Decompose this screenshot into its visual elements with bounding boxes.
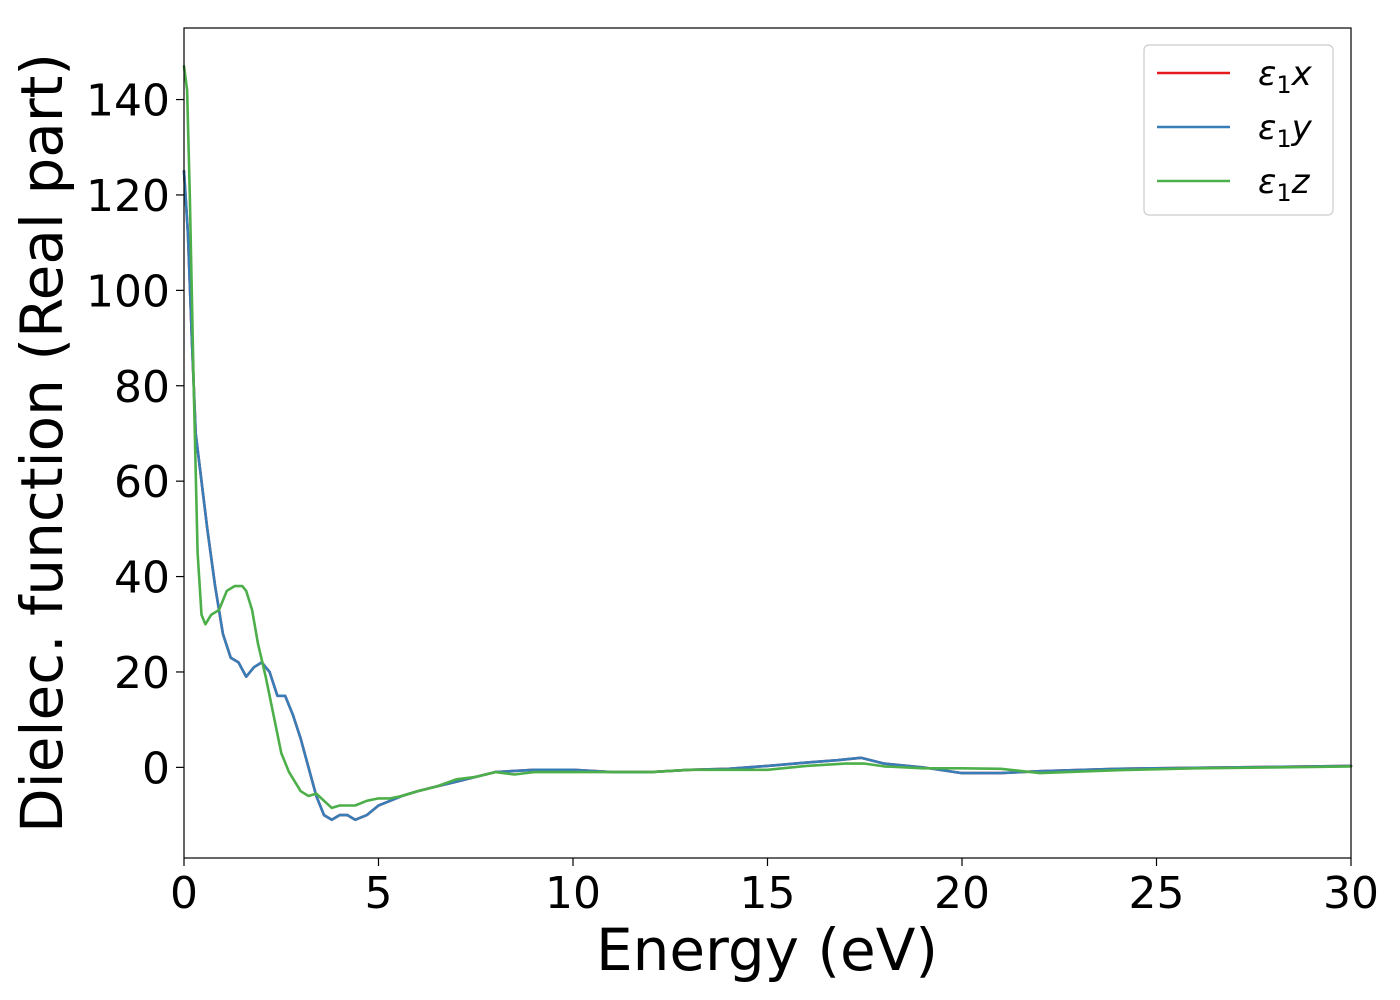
y-tick-label: 100: [86, 266, 170, 317]
x-tick-label: 0: [170, 868, 198, 919]
y-tick-label: 20: [114, 648, 170, 699]
legend-symbol: ε: [1258, 162, 1276, 202]
x-axis-label: Energy (eV): [596, 916, 938, 984]
legend-label: ε1y: [1258, 108, 1313, 153]
legend-label: ε1z: [1258, 162, 1311, 207]
legend-subscript: 1: [1276, 125, 1291, 153]
y-tick-label: 60: [114, 457, 170, 508]
x-tick-label: 25: [1129, 868, 1185, 919]
x-tick-label: 15: [740, 868, 796, 919]
legend-symbol: ε: [1258, 54, 1276, 94]
y-axis-label: Dielec. function (Real part): [8, 53, 76, 833]
x-tick-label: 30: [1323, 868, 1379, 919]
legend-label: ε1x: [1258, 54, 1313, 99]
legend-suffix: y: [1291, 108, 1313, 148]
legend-symbol: ε: [1258, 108, 1276, 148]
legend-suffix: x: [1291, 54, 1313, 94]
y-tick-label: 140: [86, 76, 170, 127]
x-axis: 0 5 10 15 20 25 30: [170, 858, 1379, 919]
series-line-1: [182, 169, 1353, 822]
legend-suffix: z: [1291, 162, 1311, 202]
series-line-2: [182, 64, 1353, 810]
y-tick-label: 0: [142, 743, 170, 794]
y-tick-label: 120: [86, 171, 170, 222]
x-tick-label: 10: [545, 868, 601, 919]
legend-subscript: 1: [1276, 179, 1291, 207]
series-layer: [182, 64, 1353, 822]
y-axis: 0 20 40 60 80 100 120 140: [86, 76, 184, 794]
x-tick-label: 5: [365, 868, 393, 919]
legend-subscript: 1: [1276, 71, 1291, 99]
y-tick-label: 80: [114, 362, 170, 413]
legend-frame: [1143, 44, 1334, 216]
y-tick-label: 40: [114, 553, 170, 604]
x-tick-label: 20: [934, 868, 990, 919]
